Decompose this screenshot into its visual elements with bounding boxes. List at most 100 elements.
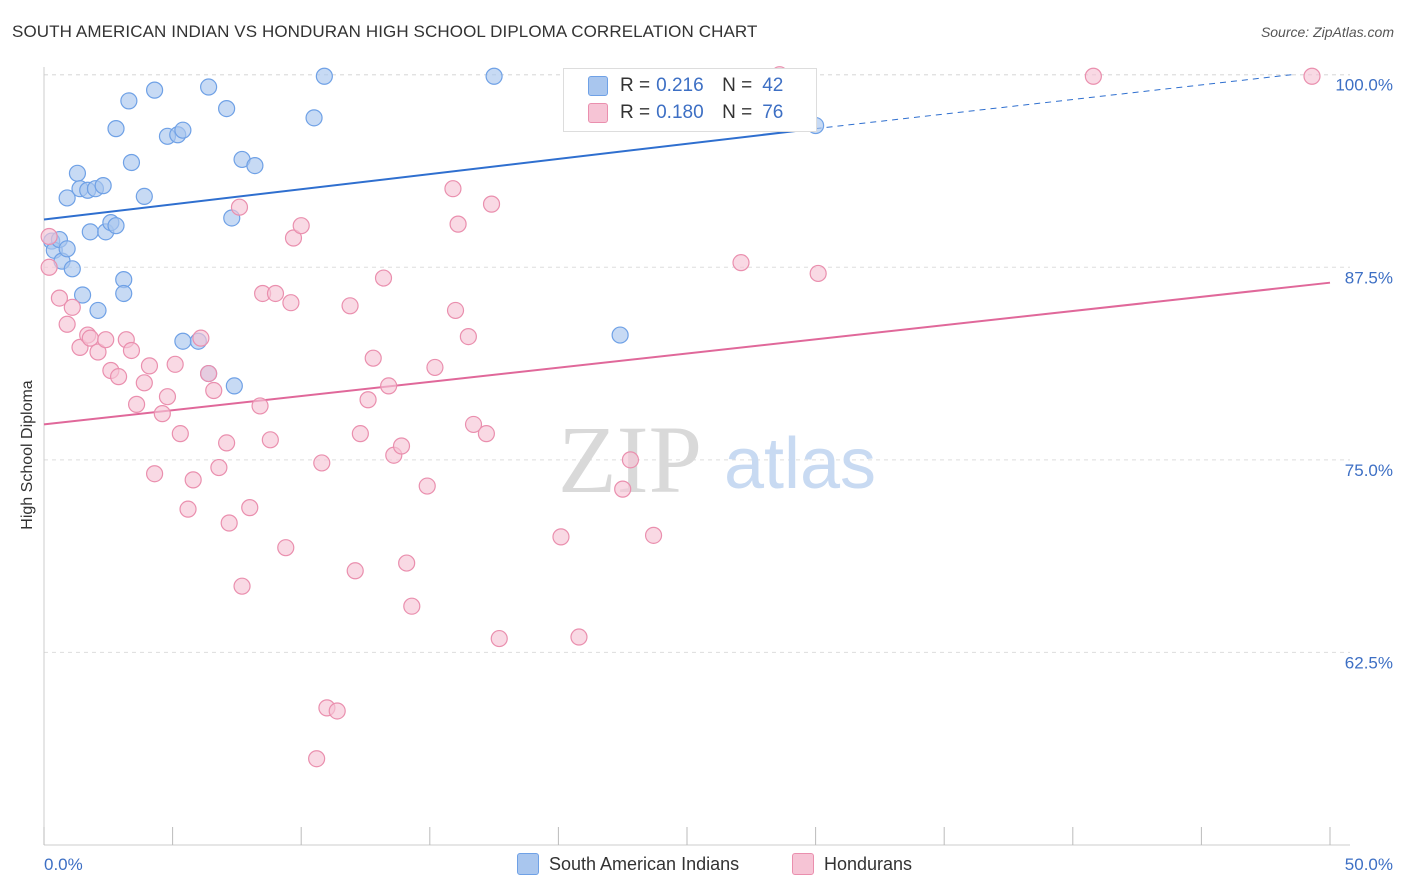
n-label: N = <box>722 75 753 96</box>
point-hondurans <box>426 358 444 377</box>
point-hondurans <box>292 217 310 235</box>
watermark: ZIP atlas <box>558 406 876 513</box>
point-south-american-indians <box>115 284 133 303</box>
point-hondurans <box>477 425 495 443</box>
point-hondurans <box>644 526 663 544</box>
point-south-american-indians <box>107 217 125 235</box>
point-hondurans <box>341 297 359 315</box>
grid-lines <box>44 74 1350 653</box>
point-hondurans <box>210 458 228 477</box>
correlation-legend: R = 0.216 N = 42 R = 0.180 N = 76 <box>563 68 817 132</box>
point-hondurans <box>328 702 346 720</box>
point-hondurans <box>359 391 377 409</box>
legend-swatch-blue <box>588 76 608 96</box>
point-hondurans <box>459 328 477 346</box>
point-hondurans <box>218 434 236 452</box>
legend-label: South American Indians <box>549 853 740 874</box>
legend-item-south-american-indians[interactable]: South American Indians <box>517 850 739 878</box>
point-hondurans <box>621 451 640 469</box>
point-hondurans <box>313 454 331 472</box>
point-hondurans <box>230 198 249 216</box>
x-tick-label: 0.0% <box>44 855 83 874</box>
point-hondurans <box>50 289 69 307</box>
legend-item-hondurans[interactable]: Hondurans <box>792 850 912 878</box>
point-hondurans <box>40 227 58 246</box>
point-hondurans <box>809 264 827 283</box>
y-tick-label: 100.0% <box>1335 76 1393 95</box>
point-hondurans <box>192 329 210 347</box>
point-hondurans <box>241 499 259 517</box>
chart-title: SOUTH AMERICAN INDIAN VS HONDURAN HIGH S… <box>12 22 758 41</box>
point-hondurans <box>261 431 279 449</box>
point-hondurans <box>140 357 159 375</box>
point-hondurans <box>145 465 164 483</box>
point-hondurans <box>380 377 398 395</box>
point-hondurans <box>351 425 369 443</box>
point-hondurans <box>266 284 285 303</box>
point-south-american-indians <box>73 286 92 304</box>
legend-swatch-pink <box>792 853 814 875</box>
point-hondurans <box>346 562 364 580</box>
point-hondurans <box>153 405 171 423</box>
point-hondurans <box>614 480 632 498</box>
point-hondurans <box>552 528 570 546</box>
y-tick-label: 62.5% <box>1345 653 1393 672</box>
point-hondurans <box>127 395 146 413</box>
point-south-american-indians <box>89 301 107 320</box>
point-hondurans <box>171 425 189 443</box>
n-label: N = <box>722 102 753 123</box>
point-south-american-indians <box>122 153 141 172</box>
point-hondurans <box>200 364 218 383</box>
legend-swatch-pink <box>588 103 608 123</box>
point-south-american-indians <box>94 177 112 195</box>
n-value: 42 <box>762 75 784 96</box>
point-south-american-indians <box>246 156 264 175</box>
point-hondurans <box>398 554 416 572</box>
point-hondurans <box>184 471 202 489</box>
point-hondurans <box>158 388 177 406</box>
point-south-american-indians <box>135 187 153 206</box>
point-hondurans <box>277 539 295 557</box>
point-hondurans <box>732 254 750 272</box>
y-tick-label: 87.5% <box>1345 268 1393 287</box>
legend-row-south-american-indians: R = 0.216 N = 42 <box>588 73 783 99</box>
point-south-american-indians <box>107 120 125 138</box>
point-hondurans <box>308 750 326 768</box>
point-hondurans <box>570 628 588 646</box>
point-south-american-indians <box>485 67 503 85</box>
point-hondurans <box>482 195 501 213</box>
point-hondurans <box>251 397 269 415</box>
point-hondurans <box>464 415 483 434</box>
point-hondurans <box>392 437 411 455</box>
trend-line-south-american-indians <box>43 127 816 221</box>
point-hondurans <box>282 294 300 312</box>
point-south-american-indians <box>174 332 192 350</box>
point-south-american-indians <box>58 240 76 258</box>
x-tick-label: 50.0% <box>1345 855 1393 874</box>
point-hondurans <box>449 215 467 233</box>
watermark-atlas: atlas <box>724 424 876 504</box>
point-hondurans <box>58 315 76 333</box>
r-label: R = <box>620 102 651 123</box>
point-hondurans <box>490 629 508 648</box>
point-hondurans <box>444 180 462 198</box>
point-hondurans <box>89 343 107 361</box>
point-south-american-indians <box>145 81 164 99</box>
point-hondurans <box>97 331 115 349</box>
point-hondurans <box>446 301 465 320</box>
point-hondurans <box>109 368 128 386</box>
point-south-american-indians <box>305 109 323 127</box>
r-value: 0.180 <box>656 102 704 123</box>
point-hondurans <box>135 374 153 392</box>
tick-labels: 62.5% 75.0% 87.5% 100.0% 0.0% 50.0% <box>44 76 1393 874</box>
r-value: 0.216 <box>656 75 704 96</box>
point-hondurans <box>364 349 382 367</box>
legend-swatch-blue <box>517 853 539 875</box>
point-south-american-indians <box>120 92 138 110</box>
point-hondurans <box>63 298 81 316</box>
point-south-american-indians <box>611 326 629 344</box>
y-tick-label: 75.0% <box>1345 461 1393 480</box>
point-hondurans <box>233 577 251 595</box>
point-hondurans <box>1303 67 1321 85</box>
